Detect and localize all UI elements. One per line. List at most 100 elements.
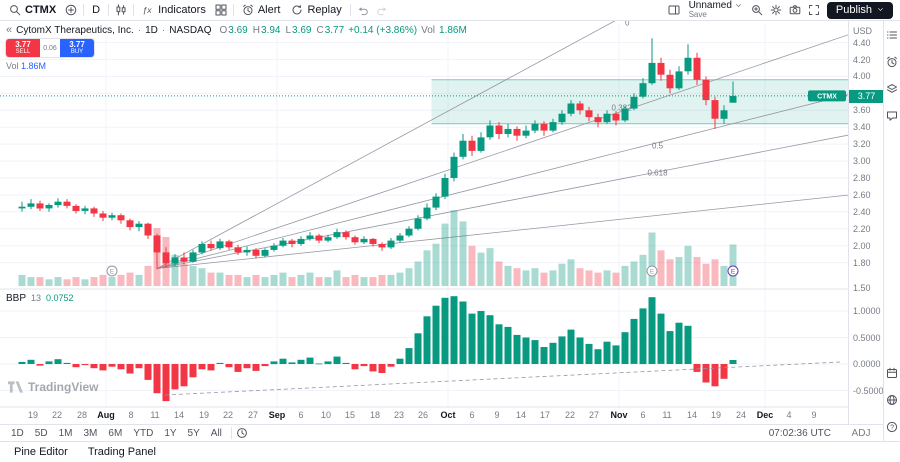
chart-area: 0 0.382 0.5 0.618 CTMX E E E 19 22 28 Aug 8 11 14 19 22 2… [0, 21, 900, 424]
objects-tree-icon[interactable] [886, 83, 898, 95]
header-vol-value: 1.86M [439, 24, 467, 36]
price-tick: 4.00 [853, 71, 871, 81]
zoom-in-icon [751, 4, 763, 16]
clock-utc[interactable]: 07:02:36 UTC [768, 427, 831, 439]
screenshot-button[interactable] [786, 3, 804, 17]
range-all[interactable]: All [210, 427, 222, 439]
volume-legend: Vol 1.86M [6, 61, 47, 71]
redo-button[interactable] [373, 3, 391, 17]
svg-text:14: 14 [516, 410, 526, 420]
watchlist-icon[interactable] [886, 29, 898, 41]
price-tick: 4.20 [853, 55, 871, 65]
interval-button[interactable]: D [92, 4, 101, 16]
separator-dot: · [137, 24, 142, 36]
svg-text:9: 9 [494, 410, 499, 420]
svg-text:23: 23 [394, 410, 404, 420]
svg-text:Dec: Dec [757, 410, 774, 420]
chart-legend: « CytomX Therapeutics, Inc. · 1D · NASDA… [6, 24, 467, 71]
trade-widget: 3.77 SELL 0.06 3.77 BUY [6, 39, 94, 57]
adjust-toggle[interactable]: ADJ [851, 427, 871, 439]
help-icon[interactable]: ? [886, 421, 898, 433]
layout-name-button[interactable]: Unnamed Save [684, 1, 747, 19]
svg-text:8: 8 [128, 410, 133, 420]
divider [133, 4, 135, 16]
svg-text:CTMX: CTMX [817, 94, 837, 101]
range-1y[interactable]: 1Y [164, 427, 177, 439]
svg-text:Sep: Sep [269, 410, 286, 420]
candlestick-icon [115, 4, 127, 16]
grid-icon [215, 4, 227, 16]
svg-text:4: 4 [786, 410, 791, 420]
plus-icon [65, 4, 77, 16]
fullscreen-button[interactable] [805, 3, 823, 17]
buy-button[interactable]: 3.77 BUY [60, 39, 94, 57]
price-axis[interactable]: USD 4.40 4.20 4.00 3.60 3.40 3.20 3.00 2.80 2.60… [848, 21, 884, 424]
low-value: 3.69 [292, 24, 312, 36]
publish-label: Publish [835, 3, 872, 16]
exchange-label: NASDAQ [169, 24, 212, 36]
compare-button[interactable] [62, 3, 80, 17]
alert-button[interactable]: Alert [237, 3, 286, 17]
price-tick: 4.40 [853, 38, 871, 48]
chart-type-button[interactable] [112, 3, 130, 17]
svg-text:22: 22 [223, 410, 233, 420]
svg-text:0.382: 0.382 [612, 103, 633, 112]
layout-panel-button[interactable] [665, 3, 683, 17]
bbp-legend: BBP 13 0.0752 [6, 293, 74, 304]
tab-trading-panel[interactable]: Trading Panel [87, 446, 156, 458]
bbp-tick: -0.5000 [853, 386, 884, 396]
svg-text:18: 18 [370, 410, 380, 420]
bbp-tick: 0.0000 [853, 359, 881, 369]
chat-icon[interactable] [886, 110, 898, 122]
tab-pine-editor[interactable]: Pine Editor [14, 446, 68, 458]
ohlc-values: O3.69 H3.94 L3.69 C3.77 [219, 24, 345, 36]
svg-text:9: 9 [811, 410, 816, 420]
redo-icon [376, 4, 388, 16]
currency-label: USD [853, 26, 873, 36]
quick-search-button[interactable] [748, 3, 766, 17]
replay-button[interactable]: Replay [286, 3, 346, 17]
range-5y[interactable]: 5Y [187, 427, 200, 439]
settings-button[interactable] [767, 3, 785, 17]
last-price-tag: 3.77 [849, 90, 884, 103]
indicators-button[interactable]: ƒx Indicators [137, 3, 211, 17]
collapse-panel-icon[interactable]: « [6, 24, 13, 36]
symbol-title[interactable]: CytomX Therapeutics, Inc. [16, 24, 134, 36]
price-tick: 1.80 [853, 258, 871, 268]
price-tick: 1.50 [853, 283, 871, 293]
price-tick: 3.40 [853, 122, 871, 132]
range-1d[interactable]: 1D [11, 427, 24, 439]
range-6m[interactable]: 6M [108, 427, 123, 439]
chevron-down-icon [877, 6, 884, 13]
bbp-value: 0.0752 [46, 293, 74, 303]
undo-button[interactable] [354, 3, 372, 17]
change-value: +0.14 (+3.86%) [348, 24, 418, 36]
indicator-templates-button[interactable] [212, 3, 230, 17]
right-sidebar: ? [883, 21, 900, 441]
globe-icon[interactable] [886, 394, 898, 406]
svg-text:6: 6 [469, 410, 474, 420]
svg-text:0: 0 [625, 21, 630, 28]
bbp-tick: 0.5000 [853, 333, 881, 343]
svg-text:14: 14 [174, 410, 184, 420]
calendar-icon[interactable] [886, 367, 898, 379]
save-label[interactable]: Save [688, 10, 707, 19]
range-1m[interactable]: 1M [58, 427, 73, 439]
replay-icon [291, 4, 303, 16]
range-ytd[interactable]: YTD [133, 427, 154, 439]
interval-label[interactable]: 1D [145, 24, 158, 36]
svg-text:22: 22 [52, 410, 62, 420]
go-to-date-icon[interactable] [236, 427, 248, 439]
main-chart[interactable]: 0 0.382 0.5 0.618 CTMX E E E 19 22 28 Aug 8 11 14 19 22 2… [0, 21, 848, 424]
indicators-label: Indicators [158, 4, 206, 16]
svg-text:24: 24 [736, 410, 746, 420]
sell-button[interactable]: 3.77 SELL [6, 39, 40, 57]
alerts-icon[interactable] [886, 56, 898, 68]
symbol-search-button[interactable]: CTMX [4, 3, 61, 17]
range-3m[interactable]: 3M [83, 427, 98, 439]
publish-button[interactable]: Publish [826, 1, 893, 19]
range-5d[interactable]: 5D [34, 427, 48, 439]
top-toolbar: CTMX D ƒx Indicators Alert Replay [0, 0, 900, 21]
svg-text:26: 26 [418, 410, 428, 420]
